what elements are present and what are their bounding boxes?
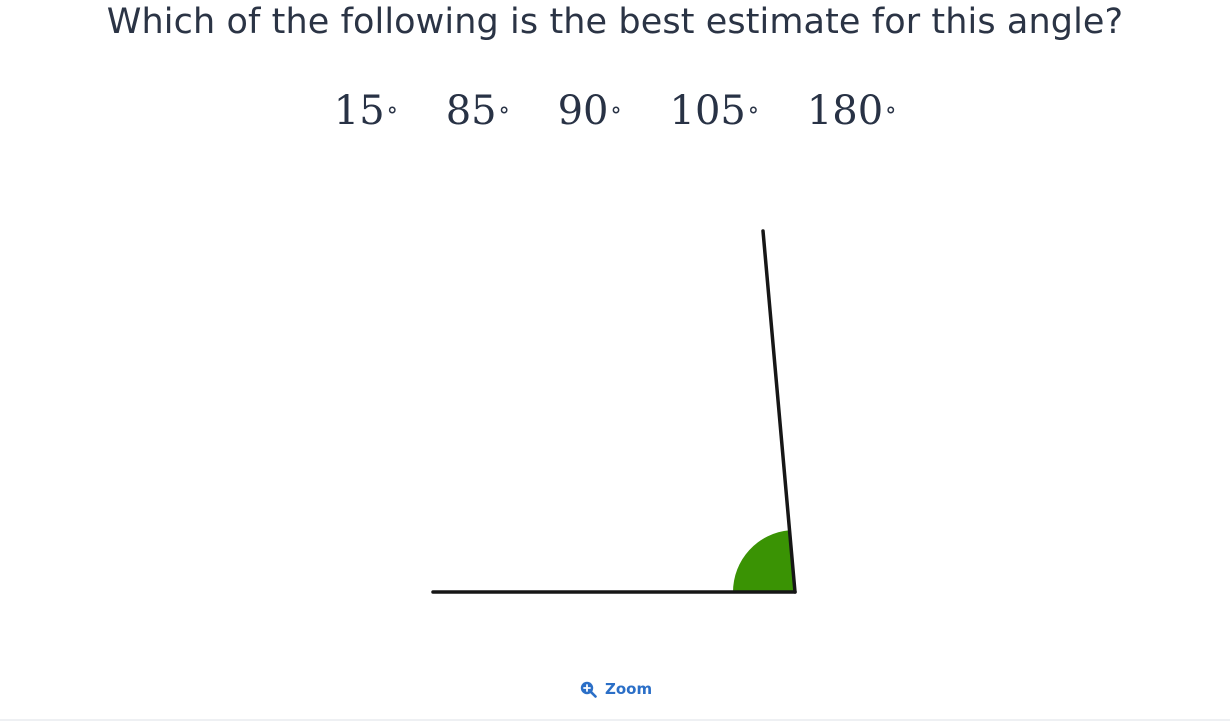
option-105[interactable]: 105° — [670, 86, 759, 136]
answer-options: 15° 85° 90° 105° 180° — [0, 86, 1230, 136]
question-text: Which of the following is the best estim… — [106, 2, 1124, 42]
option-value: 85 — [445, 88, 497, 134]
divider — [0, 719, 1230, 721]
angle-marker — [732, 530, 795, 592]
slanted-ray — [761, 229, 797, 594]
option-value: 90 — [557, 88, 609, 134]
option-value: 105 — [669, 88, 746, 134]
option-15[interactable]: 15° — [334, 86, 398, 136]
option-180[interactable]: 180° — [807, 86, 896, 136]
option-85[interactable]: 85° — [446, 86, 510, 136]
degree-symbol: ° — [498, 104, 510, 129]
option-90[interactable]: 90° — [558, 86, 622, 136]
option-value: 15 — [333, 88, 385, 134]
zoom-button[interactable]: Zoom — [580, 680, 652, 698]
zoom-in-icon — [580, 681, 597, 698]
degree-symbol: ° — [747, 104, 759, 129]
zoom-label: Zoom — [605, 680, 653, 698]
option-value: 180 — [806, 88, 884, 134]
degree-symbol: ° — [885, 104, 897, 129]
degree-symbol: ° — [386, 104, 398, 129]
degree-symbol: ° — [610, 104, 622, 129]
